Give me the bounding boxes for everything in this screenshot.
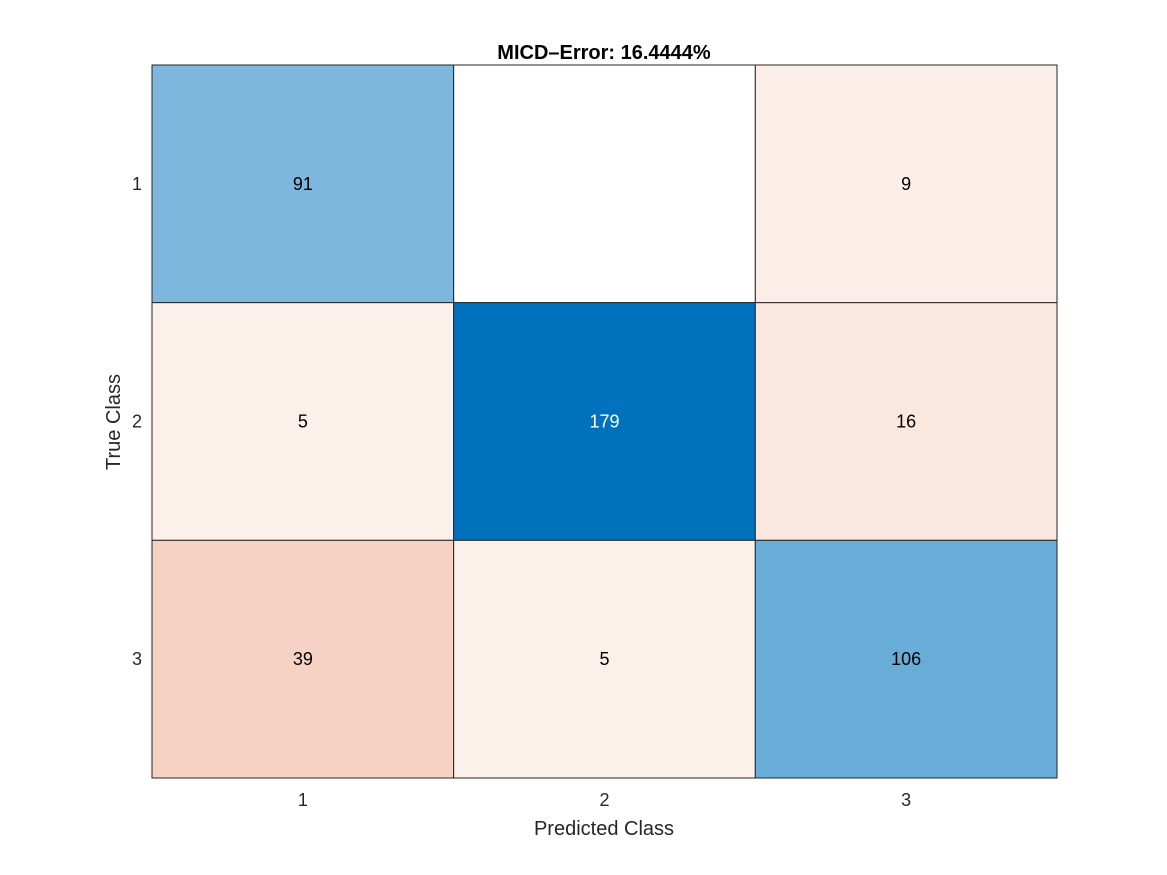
x-tick-labels: 1 2 3 xyxy=(298,790,911,810)
y-tick-label-2: 2 xyxy=(132,412,142,432)
cell-value-2-1: 5 xyxy=(298,412,308,432)
cell-value-2-3: 16 xyxy=(896,412,916,432)
cell-value-1-1: 91 xyxy=(293,174,313,194)
matrix-cell-3-1 xyxy=(151,539,455,779)
y-tick-label-1: 1 xyxy=(132,174,142,194)
matrix-cell-2-1 xyxy=(151,302,455,541)
x-axis-label: Predicted Class xyxy=(534,818,674,840)
chart-title: MICD–Error: 16.4444% xyxy=(497,42,711,64)
cell-value-3-3: 106 xyxy=(891,649,921,669)
matrix-cell-2-3 xyxy=(754,302,1058,541)
matrix-cell-1-1 xyxy=(151,64,455,304)
y-axis-label: True Class xyxy=(103,374,125,470)
x-tick-label-3: 3 xyxy=(901,790,911,810)
cell-value-1-3: 9 xyxy=(901,174,911,194)
matrix-cells xyxy=(151,64,1058,779)
x-tick-label-2: 2 xyxy=(599,790,609,810)
y-tick-label-3: 3 xyxy=(132,649,142,669)
cell-value-3-1: 39 xyxy=(293,649,313,669)
cell-value-2-2: 179 xyxy=(589,412,619,432)
matrix-cell-2-2 xyxy=(453,302,756,541)
plot-frame xyxy=(151,64,1058,779)
cell-values: 91 9 5 179 16 39 5 106 xyxy=(293,174,921,669)
y-tick-labels: 1 2 3 xyxy=(132,174,142,669)
x-tick-label-1: 1 xyxy=(298,790,308,810)
cell-value-3-2: 5 xyxy=(599,649,609,669)
matrix-cell-1-2 xyxy=(453,64,756,304)
matrix-cell-3-2 xyxy=(453,539,756,779)
